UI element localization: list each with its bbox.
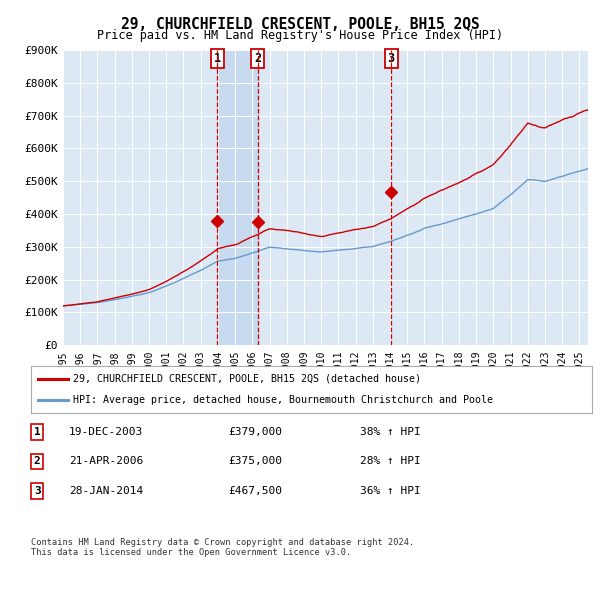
Text: Price paid vs. HM Land Registry's House Price Index (HPI): Price paid vs. HM Land Registry's House … xyxy=(97,30,503,42)
Text: 3: 3 xyxy=(388,52,395,65)
Text: 28-JAN-2014: 28-JAN-2014 xyxy=(69,486,143,496)
Text: 29, CHURCHFIELD CRESCENT, POOLE, BH15 2QS: 29, CHURCHFIELD CRESCENT, POOLE, BH15 2Q… xyxy=(121,17,479,31)
Text: £467,500: £467,500 xyxy=(228,486,282,496)
Text: 2: 2 xyxy=(254,52,261,65)
Text: 21-APR-2006: 21-APR-2006 xyxy=(69,457,143,466)
Text: 1: 1 xyxy=(214,52,221,65)
Text: 3: 3 xyxy=(34,486,41,496)
Text: 38% ↑ HPI: 38% ↑ HPI xyxy=(360,427,421,437)
Bar xyxy=(217,50,257,345)
Text: 1: 1 xyxy=(34,427,41,437)
Text: 28% ↑ HPI: 28% ↑ HPI xyxy=(360,457,421,466)
Text: £375,000: £375,000 xyxy=(228,457,282,466)
Text: 19-DEC-2003: 19-DEC-2003 xyxy=(69,427,143,437)
Text: Contains HM Land Registry data © Crown copyright and database right 2024.
This d: Contains HM Land Registry data © Crown c… xyxy=(31,538,415,558)
Text: 29, CHURCHFIELD CRESCENT, POOLE, BH15 2QS (detached house): 29, CHURCHFIELD CRESCENT, POOLE, BH15 2Q… xyxy=(73,373,421,384)
Text: 2: 2 xyxy=(34,457,41,466)
Text: HPI: Average price, detached house, Bournemouth Christchurch and Poole: HPI: Average price, detached house, Bour… xyxy=(73,395,493,405)
Text: 36% ↑ HPI: 36% ↑ HPI xyxy=(360,486,421,496)
Text: £379,000: £379,000 xyxy=(228,427,282,437)
